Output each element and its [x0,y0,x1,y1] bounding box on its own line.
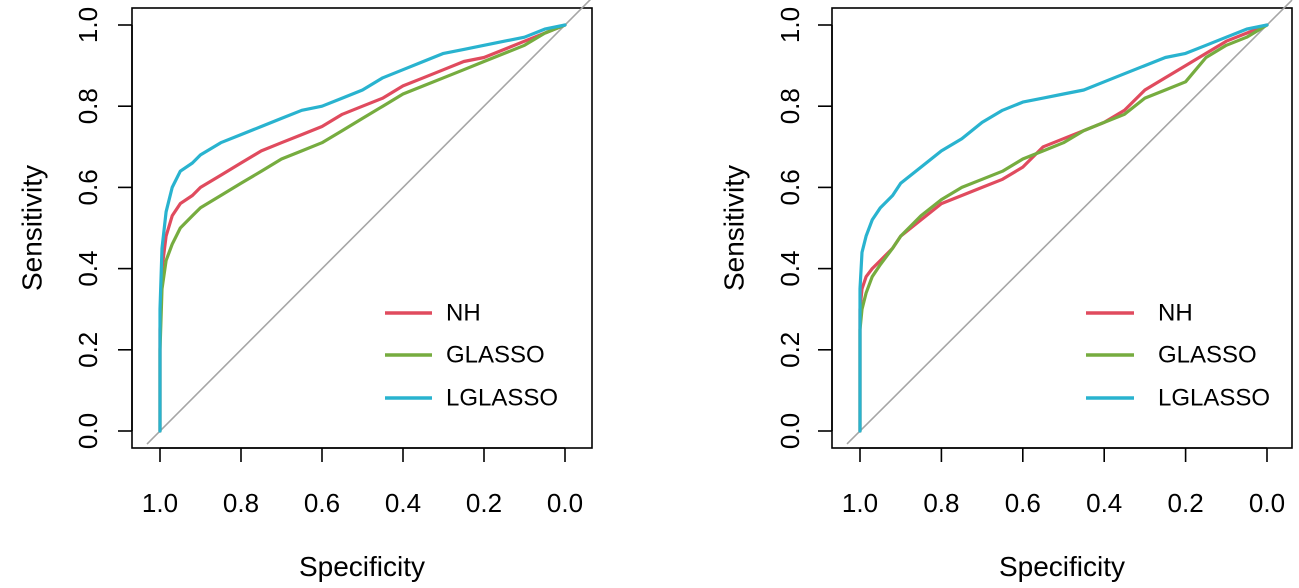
legend-label-glasso: GLASSO [446,342,545,369]
y-tick-label: 0.6 [73,169,103,205]
y-tick-label: 1.0 [775,7,805,43]
x-tick-label: 0.6 [1005,488,1041,518]
x-tick-label: 0.2 [1168,488,1204,518]
series-line-lglasso [858,23,1269,433]
reference-diagonal [146,0,592,445]
x-tick-label: 0.8 [923,488,959,518]
plot-frame [831,7,1293,449]
legend-label-glasso: GLASSO [1158,342,1257,369]
y-tick-label: 0.0 [73,413,103,449]
series-line-nh [158,23,567,433]
y-tick-label: 0.2 [775,332,805,368]
series-line-nh [858,23,1269,433]
x-tick-label: 1.0 [142,488,178,518]
legend-label-nh: NH [1158,300,1193,327]
roc-panel-left: 1.0 0.8 0.6 0.4 0.2 0.0 0.0 0.2 0.4 0.6 0.8 1.0 Spec… [17,0,593,582]
x-tick-label: 0.6 [304,488,340,518]
y-axis-title: Sensitivity [17,165,48,291]
y-tick-label: 0.4 [775,251,805,287]
legend-label-nh: NH [446,300,481,327]
x-tick-label: 0.4 [385,488,421,518]
x-tick-label: 0.4 [1086,488,1122,518]
series-line-glasso [858,23,1269,433]
series-line-glasso [158,23,567,433]
x-axis-title: Specificity [299,551,425,582]
y-tick-label: 0.6 [775,169,805,205]
y-tick-label: 0.4 [73,251,103,287]
x-tick-label: 1.0 [842,488,878,518]
legend-label-lglasso: LGLASSO [446,385,558,412]
x-axis-title: Specificity [999,551,1125,582]
legend-label-lglasso: LGLASSO [1158,385,1270,412]
y-axis-title: Sensitivity [719,165,750,291]
y-tick-label: 0.0 [775,413,805,449]
series-line-lglasso [158,23,567,433]
y-tick-label: 0.8 [775,88,805,124]
y-tick-label: 1.0 [73,7,103,43]
y-tick-label: 0.8 [73,88,103,124]
x-tick-label: 0.8 [223,488,259,518]
x-tick-label: 0.0 [547,488,583,518]
x-tick-label: 0.0 [1249,488,1285,518]
roc-panel-right: 1.0 0.8 0.6 0.4 0.2 0.0 0.0 0.2 0.4 0.6 0.8 1.0 Spec… [719,0,1293,582]
reference-diagonal [846,0,1293,445]
x-tick-label: 0.2 [466,488,502,518]
y-tick-label: 0.2 [73,332,103,368]
